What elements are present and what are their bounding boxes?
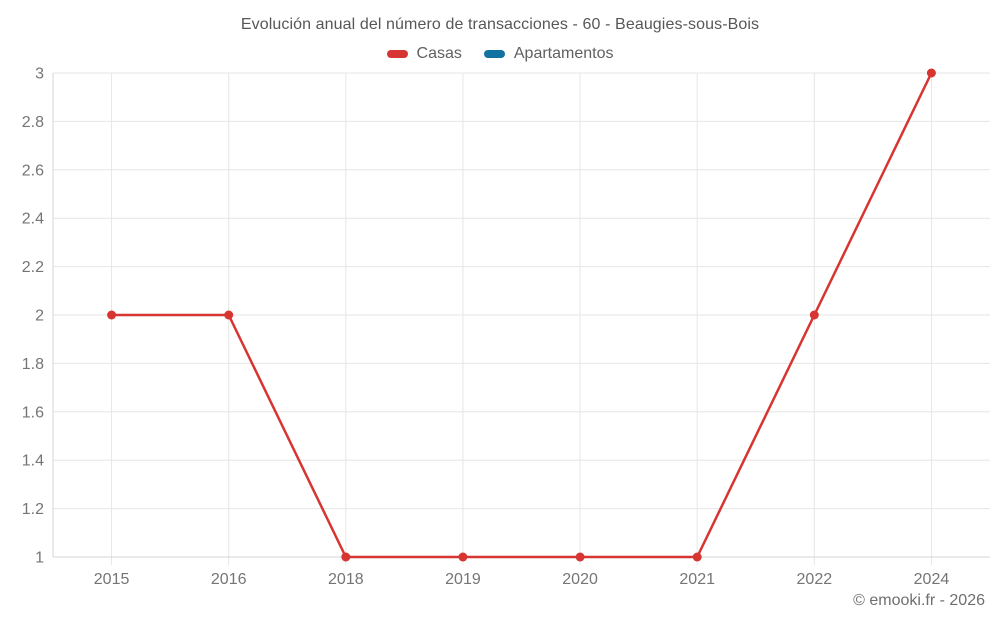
data-point-casas-2022[interactable] — [809, 310, 819, 320]
y-tick-label: 2.8 — [22, 114, 44, 131]
data-point-casas-2015[interactable] — [107, 310, 117, 320]
y-tick-label: 2.2 — [22, 259, 44, 276]
data-point-casas-2024[interactable] — [926, 68, 936, 78]
y-tick-label: 2 — [35, 308, 44, 325]
y-tick-label: 1.6 — [22, 404, 44, 421]
data-point-casas-2021[interactable] — [692, 552, 702, 562]
y-tick-label: 1.4 — [22, 453, 44, 470]
legend-swatch-casas — [386, 50, 408, 58]
legend-item-casas[interactable]: Casas — [386, 45, 462, 63]
legend: Casas Apartamentos — [0, 45, 1000, 63]
x-tick-label: 2024 — [914, 571, 950, 588]
x-tick-label: 2018 — [328, 571, 364, 588]
x-tick-label: 2019 — [445, 571, 481, 588]
x-tick-label: 2020 — [562, 571, 598, 588]
y-tick-label: 2.6 — [22, 162, 44, 179]
data-point-casas-2018[interactable] — [341, 552, 351, 562]
x-tick-label: 2015 — [94, 571, 130, 588]
legend-label-casas: Casas — [416, 45, 462, 62]
x-tick-label: 2022 — [797, 571, 833, 588]
chart-title: Evolución anual del número de transaccio… — [240, 16, 760, 33]
series-line-casas — [110, 71, 933, 559]
y-tick-label: 1.8 — [22, 356, 44, 373]
legend-label-apartamentos: Apartamentos — [513, 45, 614, 62]
y-tick-label: 1.2 — [22, 501, 44, 518]
y-tick-label: 3 — [35, 66, 44, 83]
y-tick-label: 2.4 — [22, 211, 44, 228]
legend-swatch-apartamentos — [483, 50, 505, 58]
x-tick-label: 2016 — [211, 571, 247, 588]
copyright-credit: © emooki.fr - 2026 — [853, 592, 985, 609]
legend-item-apartamentos[interactable]: Apartamentos — [483, 45, 614, 63]
x-tick-label: 2021 — [679, 571, 715, 588]
y-tick-label: 1 — [35, 550, 44, 567]
data-point-casas-2020[interactable] — [575, 552, 585, 562]
data-point-casas-2019[interactable] — [458, 552, 468, 562]
data-point-casas-2016[interactable] — [224, 310, 234, 320]
